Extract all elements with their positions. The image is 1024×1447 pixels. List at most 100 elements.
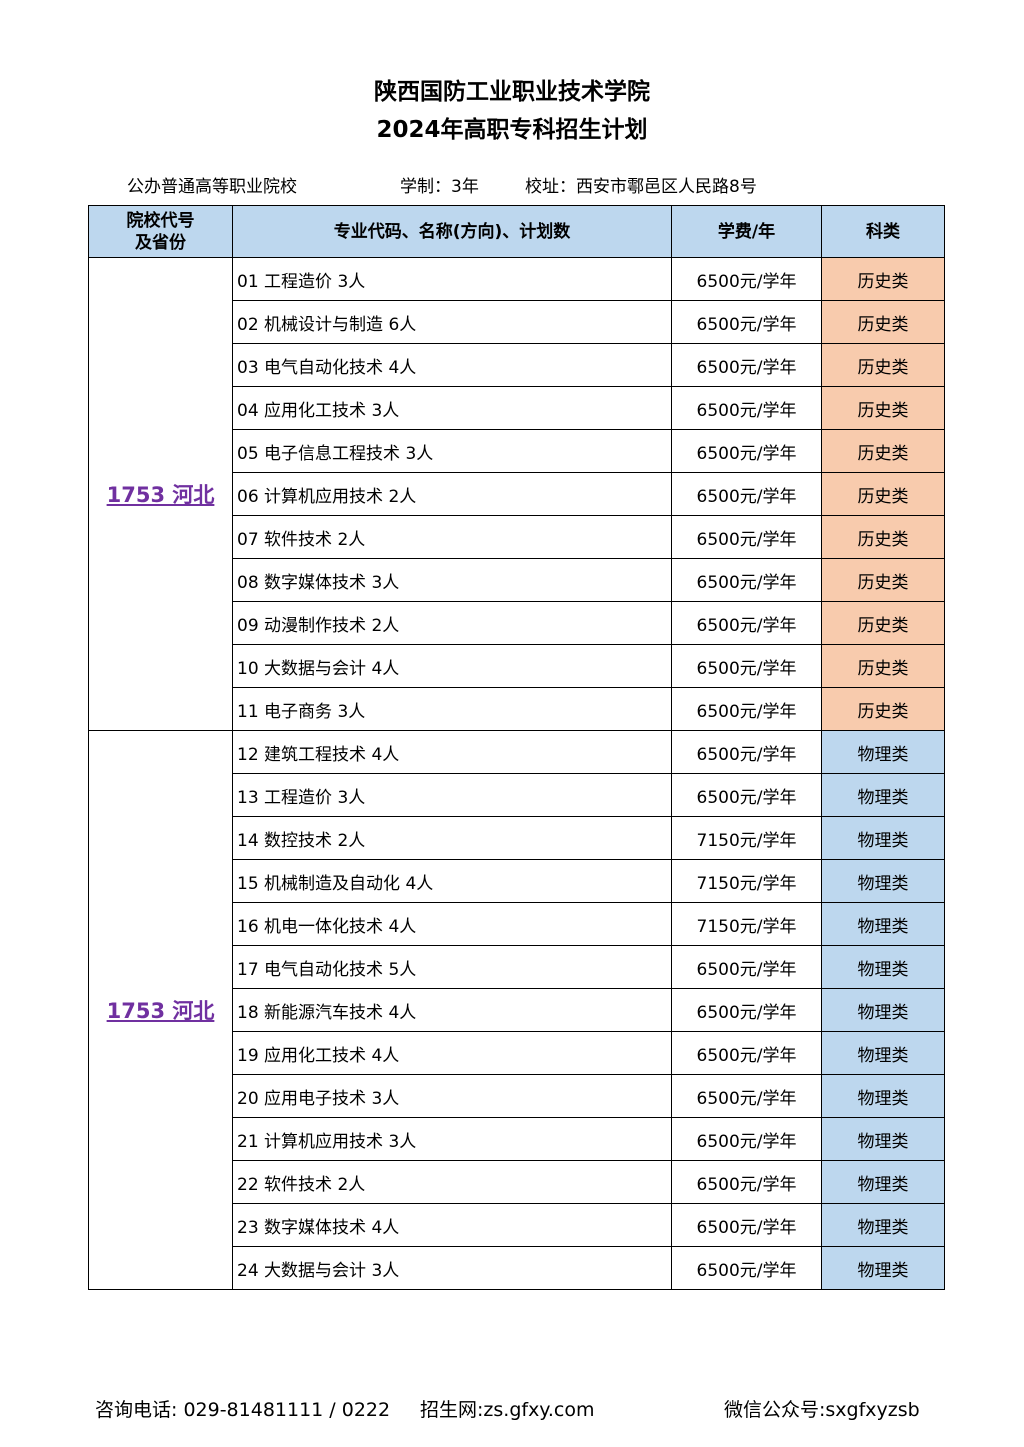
category-cell: 物理类 xyxy=(821,773,945,817)
fee-cell: 6500元/学年 xyxy=(671,257,822,301)
table-row: 23 数字媒体技术 4人 6500元/学年 物理类 xyxy=(89,1203,945,1247)
fee-cell: 6500元/学年 xyxy=(671,945,822,989)
fee-cell: 6500元/学年 xyxy=(671,1160,822,1204)
category-cell: 物理类 xyxy=(821,1160,945,1204)
fee-cell: 6500元/学年 xyxy=(671,1031,822,1075)
table-row: 24 大数据与会计 3人 6500元/学年 物理类 xyxy=(89,1246,945,1290)
footer-phone: 咨询电话: 029-81481111 / 0222 xyxy=(95,1399,391,1421)
category-cell: 历史类 xyxy=(821,257,945,301)
major-cell: 14 数控技术 2人 xyxy=(232,816,672,860)
major-cell: 02 机械设计与制造 6人 xyxy=(232,300,672,344)
major-cell: 23 数字媒体技术 4人 xyxy=(232,1203,672,1247)
fee-cell: 6500元/学年 xyxy=(671,1074,822,1118)
fee-cell: 6500元/学年 xyxy=(671,386,822,430)
category-cell: 历史类 xyxy=(821,558,945,602)
major-cell: 20 应用电子技术 3人 xyxy=(232,1074,672,1118)
table-row: 04 应用化工技术 3人 6500元/学年 历史类 xyxy=(89,386,945,430)
fee-cell: 7150元/学年 xyxy=(671,859,822,903)
category-cell: 物理类 xyxy=(821,859,945,903)
category-cell: 历史类 xyxy=(821,343,945,387)
fee-cell: 6500元/学年 xyxy=(671,558,822,602)
category-cell: 物理类 xyxy=(821,945,945,989)
category-cell: 物理类 xyxy=(821,1203,945,1247)
table-row: 03 电气自动化技术 4人 6500元/学年 历史类 xyxy=(89,343,945,387)
fee-cell: 6500元/学年 xyxy=(671,1117,822,1161)
table-row: 19 应用化工技术 4人 6500元/学年 物理类 xyxy=(89,1031,945,1075)
duration: 学制：3年 xyxy=(400,177,479,197)
table-row: 1753 河北 01 工程造价 3人 6500元/学年 历史类 xyxy=(88,257,945,731)
category-cell: 物理类 xyxy=(821,1031,945,1075)
table-row: 06 计算机应用技术 2人 6500元/学年 历史类 xyxy=(89,472,945,516)
fee-cell: 6500元/学年 xyxy=(671,515,822,559)
table-row: 22 软件技术 2人 6500元/学年 物理类 xyxy=(89,1160,945,1204)
table-row: 17 电气自动化技术 5人 6500元/学年 物理类 xyxy=(89,945,945,989)
table-row: 07 软件技术 2人 6500元/学年 历史类 xyxy=(89,515,945,559)
fee-cell: 6500元/学年 xyxy=(671,988,822,1032)
fee-cell: 6500元/学年 xyxy=(671,601,822,645)
category-cell: 历史类 xyxy=(821,515,945,559)
category-cell: 物理类 xyxy=(821,1117,945,1161)
major-cell: 04 应用化工技术 3人 xyxy=(232,386,672,430)
major-cell: 06 计算机应用技术 2人 xyxy=(232,472,672,516)
fee-cell: 6500元/学年 xyxy=(671,687,822,731)
category-cell: 物理类 xyxy=(821,816,945,860)
fee-cell: 6500元/学年 xyxy=(671,429,822,473)
table-row: 13 工程造价 3人 6500元/学年 物理类 xyxy=(89,773,945,817)
major-cell: 12 建筑工程技术 4人 xyxy=(232,730,672,774)
header-category: 科类 xyxy=(821,205,945,258)
major-cell: 08 数字媒体技术 3人 xyxy=(232,558,672,602)
table-row: 18 新能源汽车技术 4人 6500元/学年 物理类 xyxy=(89,988,945,1032)
major-cell: 19 应用化工技术 4人 xyxy=(232,1031,672,1075)
table-row: 08 数字媒体技术 3人 6500元/学年 历史类 xyxy=(89,558,945,602)
category-cell: 物理类 xyxy=(821,988,945,1032)
fee-cell: 6500元/学年 xyxy=(671,773,822,817)
footer-wechat: 微信公众号:sxgfxyzsb xyxy=(724,1399,920,1421)
category-cell: 物理类 xyxy=(821,1246,945,1290)
category-cell: 物理类 xyxy=(821,730,945,774)
table-row: 1753 河北 12 建筑工程技术 4人 6500元/学年 物理类 xyxy=(88,730,945,1290)
category-cell: 物理类 xyxy=(821,1074,945,1118)
major-cell: 16 机电一体化技术 4人 xyxy=(232,902,672,946)
category-cell: 历史类 xyxy=(821,687,945,731)
header-major: 专业代码、名称(方向)、计划数 xyxy=(232,205,672,258)
major-cell: 21 计算机应用技术 3人 xyxy=(232,1117,672,1161)
school-type: 公办普通高等职业院校 xyxy=(127,177,297,197)
major-cell: 17 电气自动化技术 5人 xyxy=(232,945,672,989)
header-code: 院校代号及省份 xyxy=(88,205,233,258)
major-cell: 22 软件技术 2人 xyxy=(232,1160,672,1204)
major-cell: 01 工程造价 3人 xyxy=(232,257,672,301)
major-cell: 03 电气自动化技术 4人 xyxy=(232,343,672,387)
enrollment-table: 院校代号及省份 专业代码、名称(方向)、计划数 学费/年 科类 1753 河北 0… xyxy=(88,205,945,1290)
category-cell: 历史类 xyxy=(821,472,945,516)
table-row: 14 数控技术 2人 7150元/学年 物理类 xyxy=(89,816,945,860)
school-code[interactable]: 1753 河北 xyxy=(88,257,233,731)
category-cell: 历史类 xyxy=(821,644,945,688)
category-cell: 历史类 xyxy=(821,386,945,430)
major-cell: 10 大数据与会计 4人 xyxy=(232,644,672,688)
fee-cell: 7150元/学年 xyxy=(671,816,822,860)
fee-cell: 6500元/学年 xyxy=(671,1203,822,1247)
major-cell: 11 电子商务 3人 xyxy=(232,687,672,731)
major-cell: 18 新能源汽车技术 4人 xyxy=(232,988,672,1032)
footer-site[interactable]: 招生网:zs.gfxy.com xyxy=(420,1399,595,1421)
school-code[interactable]: 1753 河北 xyxy=(88,730,233,1290)
fee-cell: 6500元/学年 xyxy=(671,730,822,774)
major-cell: 15 机械制造及自动化 4人 xyxy=(232,859,672,903)
table-row: 20 应用电子技术 3人 6500元/学年 物理类 xyxy=(89,1074,945,1118)
major-cell: 05 电子信息工程技术 3人 xyxy=(232,429,672,473)
table-row: 02 机械设计与制造 6人 6500元/学年 历史类 xyxy=(89,300,945,344)
category-cell: 物理类 xyxy=(821,902,945,946)
fee-cell: 6500元/学年 xyxy=(671,1246,822,1290)
category-cell: 历史类 xyxy=(821,300,945,344)
major-cell: 07 软件技术 2人 xyxy=(232,515,672,559)
major-cell: 13 工程造价 3人 xyxy=(232,773,672,817)
address: 校址：西安市鄠邑区人民路8号 xyxy=(525,177,757,197)
fee-cell: 6500元/学年 xyxy=(671,300,822,344)
page-subtitle: 2024年高职专科招生计划 xyxy=(376,117,648,143)
table-row: 10 大数据与会计 4人 6500元/学年 历史类 xyxy=(89,644,945,688)
header-fee: 学费/年 xyxy=(671,205,822,258)
major-cell: 24 大数据与会计 3人 xyxy=(232,1246,672,1290)
table-row: 21 计算机应用技术 3人 6500元/学年 物理类 xyxy=(89,1117,945,1161)
table-row: 05 电子信息工程技术 3人 6500元/学年 历史类 xyxy=(89,429,945,473)
fee-cell: 6500元/学年 xyxy=(671,343,822,387)
